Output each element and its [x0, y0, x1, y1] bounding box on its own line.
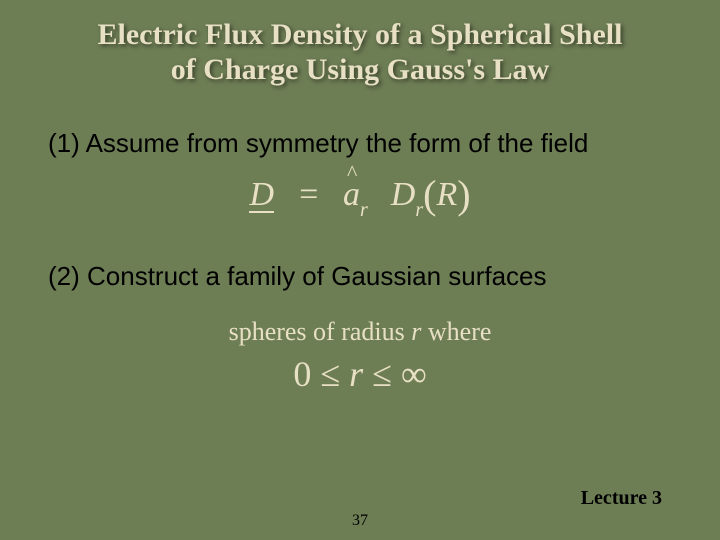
title-line-2: of Charge Using Gauss's Law [171, 53, 549, 86]
eq2-leq-2: ≤ [372, 354, 392, 394]
lecture-label: Lecture 3 [581, 487, 662, 510]
subtext-var-r: r [411, 317, 421, 346]
equation-2: 0 ≤ r ≤ ∞ [293, 353, 426, 395]
subtext-suffix: where [421, 317, 491, 346]
slide: Electric Flux Density of a Spherical She… [0, 0, 720, 540]
eq1-unit-vector-a-hat: a [343, 176, 360, 214]
eq2-var-r: r [349, 354, 363, 394]
eq2-zero: 0 [293, 354, 311, 394]
slide-title: Electric Flux Density of a Spherical She… [48, 18, 672, 87]
eq1-Dr-D: D [391, 176, 416, 213]
eq2-leq-1: ≤ [320, 354, 340, 394]
equation-1-container: D = ar Dr(R) [48, 168, 672, 219]
eq1-Dr-sub-r: r [415, 199, 423, 221]
eq1-unit-vector-sub-r: r [360, 199, 368, 221]
eq1-lhs-D-underlined: D [249, 180, 274, 214]
equation-1: D = ar Dr(R) [249, 168, 470, 219]
equation-2-container: 0 ≤ r ≤ ∞ [48, 353, 672, 395]
step-2-text: (2) Construct a family of Gaussian surfa… [48, 260, 672, 293]
subtext-prefix: spheres of radius [229, 317, 412, 346]
eq1-equals: = [297, 176, 320, 213]
page-number: 37 [352, 512, 368, 530]
eq1-close-paren: ) [457, 172, 470, 217]
gaussian-surface-description: spheres of radius r where [48, 317, 672, 347]
eq1-arg-R: R [436, 176, 457, 213]
eq1-open-paren: ( [423, 172, 436, 217]
title-line-1: Electric Flux Density of a Spherical She… [98, 18, 623, 51]
step-1-text: (1) Assume from symmetry the form of the… [48, 127, 672, 160]
eq2-infinity: ∞ [401, 354, 427, 394]
